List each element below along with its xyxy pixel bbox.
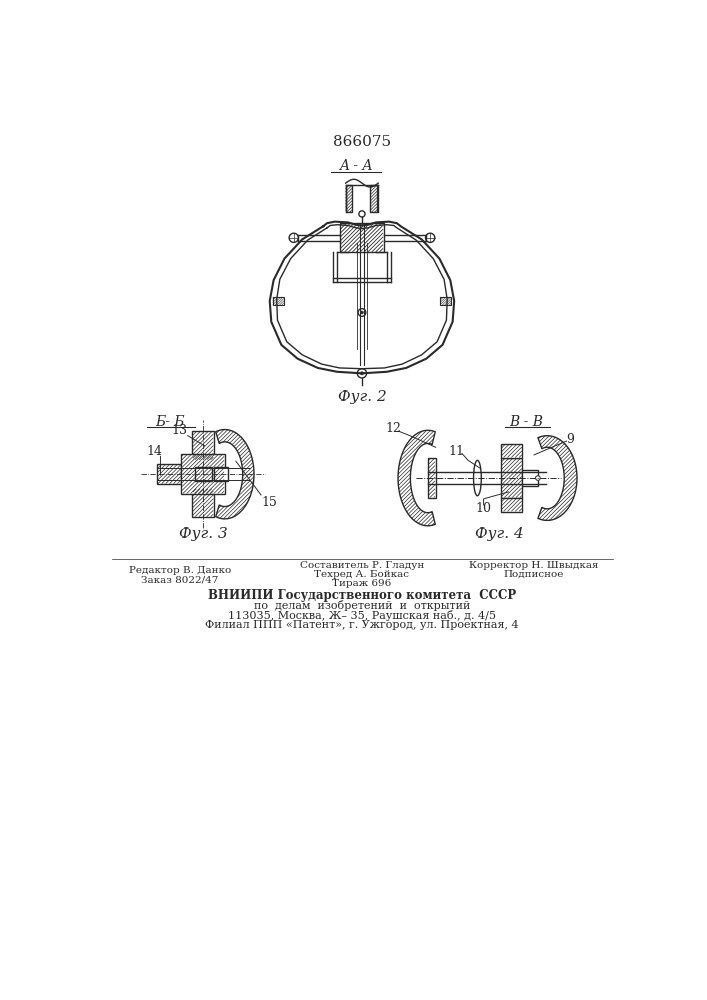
Text: Заказ 8022/47: Заказ 8022/47 (141, 575, 218, 584)
Bar (194, 467, 211, 481)
Circle shape (289, 233, 298, 242)
Text: 9: 9 (566, 433, 574, 446)
Bar (340, 223, 384, 252)
Ellipse shape (474, 460, 481, 496)
Text: 11: 11 (448, 445, 464, 458)
Text: Филиал ППП «Патент», г. Ужгород, ул. Проектная, 4: Филиал ППП «Патент», г. Ужгород, ул. Про… (205, 620, 519, 630)
Text: 14: 14 (146, 445, 162, 458)
Bar (346, 185, 352, 212)
Bar (182, 454, 225, 494)
Text: В - В: В - В (509, 415, 543, 429)
Bar (428, 458, 436, 498)
Text: 10: 10 (476, 502, 491, 515)
Text: A - A: A - A (339, 159, 373, 173)
Text: Фуг. 3: Фуг. 3 (179, 527, 228, 541)
Text: по  делам  изобретений  и  открытий: по делам изобретений и открытий (254, 600, 470, 611)
Text: 113035, Москва, Ж– 35, Раушская наб., д. 4/5: 113035, Москва, Ж– 35, Раушская наб., д.… (228, 610, 496, 621)
Bar (501, 444, 522, 458)
Text: Редактор В. Данко: Редактор В. Данко (129, 566, 231, 575)
Bar (273, 297, 284, 305)
Text: Фуг. 4: Фуг. 4 (474, 527, 523, 541)
Circle shape (358, 309, 366, 316)
Polygon shape (398, 430, 436, 526)
Text: Составитель Р. Гладун: Составитель Р. Гладун (300, 561, 424, 570)
Bar (440, 297, 451, 305)
Bar (214, 467, 228, 481)
Bar (522, 470, 538, 486)
Circle shape (361, 372, 363, 375)
Text: 12: 12 (385, 422, 401, 434)
Text: ВНИИПИ Государственного комитета  СССР: ВНИИПИ Государственного комитета СССР (208, 589, 516, 602)
Circle shape (357, 369, 367, 378)
Text: Корректор Н. Швыдкая: Корректор Н. Швыдкая (469, 561, 599, 570)
Text: Фуг. 2: Фуг. 2 (337, 390, 386, 404)
Bar (501, 458, 522, 498)
Text: Техред А. Бойкас: Техред А. Бойкас (315, 570, 409, 579)
Polygon shape (216, 430, 254, 519)
Circle shape (535, 476, 540, 480)
Text: 13: 13 (172, 424, 188, 437)
Text: Тираж 696: Тираж 696 (332, 579, 392, 588)
Text: Б- Б: Б- Б (155, 415, 185, 429)
Text: Подписное: Подписное (504, 570, 564, 579)
Bar (156, 464, 182, 484)
Bar (192, 488, 214, 517)
Circle shape (426, 233, 435, 242)
Polygon shape (538, 436, 577, 520)
Bar (370, 185, 377, 212)
Text: 866075: 866075 (333, 135, 391, 149)
Bar (192, 431, 214, 460)
Text: 15: 15 (261, 496, 277, 509)
Bar (501, 498, 522, 512)
Circle shape (361, 311, 363, 314)
